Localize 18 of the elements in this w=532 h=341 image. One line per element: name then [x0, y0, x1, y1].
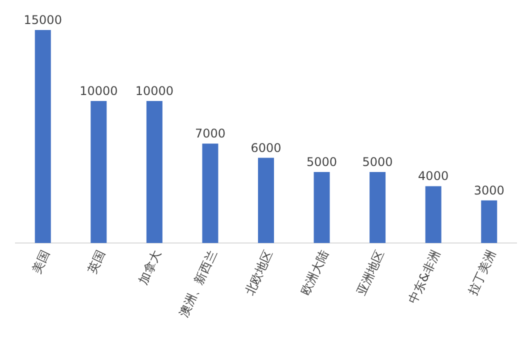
x-tick-label: 亚洲地区 — [354, 248, 387, 298]
x-tick-label: 欧洲大陆 — [298, 248, 332, 298]
data-label: 10000 — [80, 84, 118, 98]
data-label: 7000 — [194, 126, 226, 141]
x-tick-label: 拉丁美洲 — [465, 248, 498, 298]
x-tick-label: 美国 — [29, 248, 52, 276]
data-label: 15000 — [24, 13, 62, 27]
data-label: 5000 — [306, 155, 338, 169]
data-label: 4000 — [418, 169, 449, 184]
x-tick-label: 澳洲、新西兰 — [176, 248, 220, 320]
x-tick-label: 北欧地区 — [242, 248, 276, 298]
data-label: 5000 — [362, 155, 393, 169]
x-tick-label: 中东&非洲 — [406, 248, 443, 306]
x-tick-label: 英国 — [85, 248, 108, 276]
data-label: 6000 — [250, 140, 282, 155]
data-label: 10000 — [135, 84, 174, 98]
x-tick-label: 加拿大 — [136, 248, 164, 287]
data-label: 3000 — [474, 183, 504, 198]
